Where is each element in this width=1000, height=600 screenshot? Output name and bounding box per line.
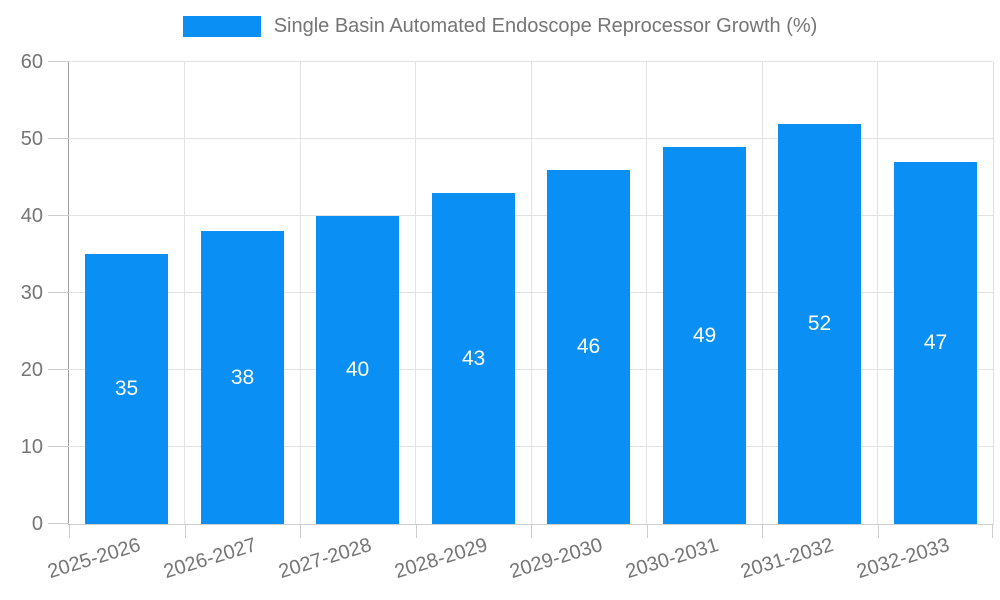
x-axis-tick	[184, 525, 186, 538]
gridline-vertical	[415, 62, 416, 524]
y-axis-tick	[48, 523, 69, 524]
bar-value-label: 46	[576, 335, 601, 358]
x-tick-label: 2029-2030	[507, 534, 606, 584]
legend[interactable]: Single Basin Automated Endoscope Reproce…	[0, 15, 1000, 38]
x-tick-label: 2031-2032	[738, 534, 837, 584]
y-tick-label: 20	[20, 359, 43, 381]
gridline-vertical	[646, 62, 647, 524]
bar-value-label: 38	[230, 365, 255, 389]
gridline-vertical	[184, 62, 185, 524]
x-axis-tick	[992, 525, 993, 538]
bar-value-label: 40	[345, 358, 370, 381]
bar[interactable]: 46	[547, 170, 630, 524]
legend-label: Single Basin Automated Endoscope Reproce…	[273, 15, 818, 37]
gridline-vertical	[530, 62, 532, 524]
bar[interactable]: 35	[85, 254, 168, 524]
y-axis-tick	[48, 215, 69, 216]
bar-value-label: 35	[114, 377, 139, 400]
bar-value-label: 52	[807, 312, 832, 335]
y-tick-label: 40	[20, 205, 43, 227]
x-axis-tick	[531, 525, 532, 538]
x-axis-tick	[877, 525, 879, 538]
bar[interactable]: 47	[894, 162, 977, 524]
x-axis-tick	[646, 525, 648, 538]
bar[interactable]: 38	[201, 231, 284, 524]
gridline-horizontal	[69, 61, 993, 62]
bar-value-label: 47	[923, 331, 948, 354]
x-tick-label: 2027-2028	[276, 534, 375, 584]
gridline-vertical	[877, 62, 878, 524]
x-axis-tick	[69, 525, 70, 538]
x-axis-tick	[300, 525, 301, 538]
x-axis-tick	[762, 525, 763, 538]
x-tick-label: 2032-2033	[853, 534, 952, 584]
bar[interactable]: 52	[778, 124, 861, 524]
x-tick-label: 2028-2029	[391, 534, 490, 584]
x-tick-label: 2030-2031	[622, 534, 721, 584]
y-tick-label: 0	[31, 513, 43, 535]
y-axis-tick	[48, 61, 69, 62]
gridline-vertical	[299, 62, 301, 524]
x-axis-tick	[415, 525, 417, 538]
y-tick-label: 10	[20, 436, 43, 458]
bar[interactable]: 43	[432, 193, 515, 524]
y-axis-tick	[48, 138, 69, 139]
gridline-vertical	[761, 62, 763, 524]
y-axis-tick	[48, 446, 69, 447]
legend-swatch-icon	[182, 16, 261, 37]
y-tick-label: 60	[20, 51, 43, 73]
bar-value-label: 49	[692, 323, 717, 347]
bar-value-label: 43	[461, 346, 486, 370]
bar[interactable]: 49	[663, 147, 746, 524]
x-tick-label: 2026-2027	[160, 534, 259, 584]
bar[interactable]: 40	[316, 216, 399, 524]
y-axis-tick	[48, 292, 69, 293]
y-tick-label: 30	[20, 282, 43, 304]
y-axis-tick	[48, 369, 69, 370]
plot-area: 0 10 20 30 40 50 60 35 2025-2026 38 2026-2027 40 202…	[21, 51, 994, 583]
y-tick-label: 50	[20, 128, 43, 150]
x-tick-label: 2025-2026	[45, 534, 144, 584]
